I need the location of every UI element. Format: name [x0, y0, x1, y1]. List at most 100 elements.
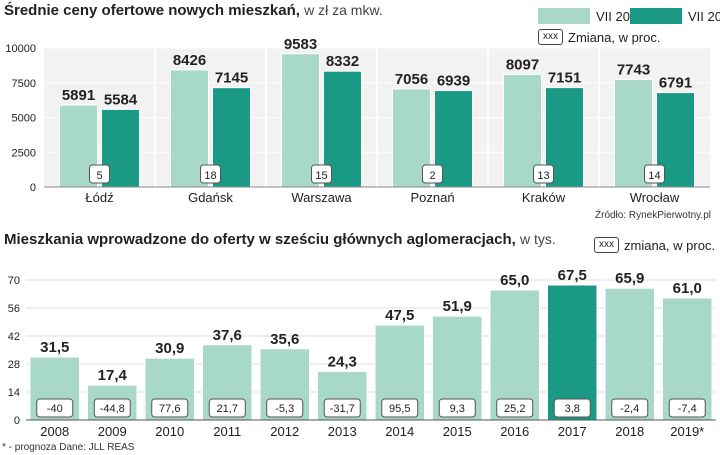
chart1-change-label: 14	[648, 170, 660, 182]
chart1-value-label-2019: 7056	[395, 71, 428, 88]
chart2-category-label: 2010	[155, 424, 184, 439]
legend-swatch-2018	[630, 8, 682, 24]
chart2-category-label: 2019*	[670, 424, 704, 439]
chart1-ytick-label: 2500	[12, 147, 36, 159]
chart1-value-label-2018: 7145	[215, 70, 248, 87]
chart2-change-label: -2,4	[620, 403, 639, 415]
chart1-category-label: Łódź	[85, 190, 113, 205]
legend-label-2018: VII 2018	[688, 8, 720, 24]
chart2-change-box	[93, 398, 131, 418]
chart2-bar	[489, 289, 540, 421]
chart2-value-label: 65,9	[615, 270, 644, 287]
chart1-change-box	[89, 164, 110, 184]
chart2-category-label: 2016	[500, 424, 529, 439]
chart2-category-label: 2008	[40, 424, 69, 439]
chart2-change-box	[496, 398, 534, 418]
chart1-change-box	[200, 164, 221, 184]
chart1-category-label: Poznań	[410, 190, 454, 205]
chart1-value-label-2019: 7743	[617, 61, 650, 78]
chart2-change-box	[381, 398, 419, 418]
chart2-change-box	[553, 398, 591, 418]
chart1-ytick-label: 5000	[12, 113, 36, 125]
chart2-category-label: 2013	[328, 424, 357, 439]
chart2-change-label: 21,7	[217, 403, 238, 415]
chart2-bar	[604, 287, 655, 421]
chart2-category-label: 2009	[98, 424, 127, 439]
chart2-footnote: * - prognoza Dane: JLL REAS	[2, 442, 135, 453]
chart1-ytick-label: 0	[30, 182, 36, 194]
chart2-category-label: 2018	[615, 424, 644, 439]
chart2-category-label: 2014	[385, 424, 414, 439]
chart1-source: Źródło: RynekPierwotny.pl	[595, 210, 711, 221]
chart2-category-label: 2012	[270, 424, 299, 439]
chart1-change-box	[533, 164, 554, 184]
chart2-change-label: 9,3	[450, 403, 465, 415]
chart2-change-box	[266, 398, 304, 418]
chart2-change-box	[151, 398, 189, 418]
chart2-value-label: 47,5	[385, 307, 414, 324]
chart1-value-label-2018: 5584	[104, 91, 138, 108]
chart2-bar	[547, 284, 598, 421]
chart2-category-label: 2015	[443, 424, 472, 439]
chart1-value-label-2018: 6791	[659, 75, 692, 92]
chart1-category-label: Kraków	[522, 190, 566, 205]
chart1-value-label-2018: 8332	[326, 53, 359, 70]
chart2-change-box	[208, 398, 246, 418]
chart2-ytick-label: 14	[8, 387, 20, 399]
chart1-change-box	[644, 164, 665, 184]
chart2-ytick-label: 56	[8, 303, 20, 315]
chart2-ytick-label: 70	[8, 275, 20, 287]
change-legend-label-2: zmiana, w proc.	[624, 237, 716, 253]
chart1-change-label: 2	[429, 170, 435, 182]
chart2-value-label: 51,9	[443, 298, 472, 315]
chart2-change-box	[323, 398, 361, 418]
chart2-title-text: Mieszkania wprowadzone do oferty w sześc…	[4, 231, 516, 248]
chart1-change-legend: xxx Zmiana, w proc.	[538, 29, 660, 45]
change-legend-label: Zmiana, w proc.	[568, 29, 661, 45]
chart2-change-label: 77,6	[159, 403, 180, 415]
chart2-change-label: -31,7	[330, 403, 355, 415]
chart1-change-label: 18	[204, 170, 216, 182]
chart2-unit: w tys.	[519, 231, 556, 247]
chart2-value-label: 30,9	[155, 340, 184, 357]
chart2-value-label: 61,0	[673, 280, 702, 297]
chart2-change-label: -44,8	[100, 403, 125, 415]
chart1-bar-2018	[101, 108, 140, 188]
chart2-change-label: -7,4	[678, 403, 697, 415]
chart1-category-label: Gdańsk	[188, 190, 233, 205]
chart1-change-box	[422, 164, 443, 184]
chart2-change-label: -5,3	[275, 403, 294, 415]
chart1-unit: w zł za mkw.	[304, 2, 383, 18]
chart2-value-label: 65,0	[500, 272, 529, 289]
legend-swatch-2019	[538, 8, 590, 24]
chart2-change-label: 95,5	[389, 403, 410, 415]
chart2-change-label: 25,2	[504, 403, 525, 415]
chart1-category-label: Warszawa	[291, 190, 352, 205]
chart1-change-label: 5	[96, 170, 102, 182]
chart2-value-label: 67,5	[558, 267, 587, 284]
chart2-value-label: 24,3	[328, 353, 357, 370]
chart1-ytick-label: 10000	[5, 43, 36, 55]
chart1-value-label-2019: 8426	[173, 52, 206, 69]
chart2-value-label: 17,4	[98, 367, 128, 384]
change-box-sample: xxx	[538, 29, 563, 45]
chart1-change-label: 13	[537, 170, 549, 182]
chart2-category-label: 2017	[558, 424, 587, 439]
chart1-value-label-2019: 9583	[284, 36, 317, 53]
chart2-value-label: 31,5	[40, 339, 69, 356]
chart2-value-label: 37,6	[213, 327, 242, 344]
chart2-change-label: -40	[47, 403, 63, 415]
chart2-category-label: 2011	[213, 424, 241, 439]
change-box-sample-2: xxx	[594, 237, 619, 253]
chart2-change-box	[438, 398, 476, 418]
chart1-title-text: Średnie ceny ofertowe nowych mieszkań,	[4, 2, 300, 19]
chart2-change-box	[36, 398, 74, 418]
chart1-ytick-label: 7500	[12, 78, 36, 90]
chart2-change-legend: xxx zmiana, w proc.	[594, 237, 715, 253]
chart2-change-label: 3,8	[565, 403, 580, 415]
chart1-change-label: 15	[315, 170, 327, 182]
chart2-ytick-label: 28	[8, 359, 20, 371]
chart1-value-label-2019: 8097	[506, 56, 539, 73]
